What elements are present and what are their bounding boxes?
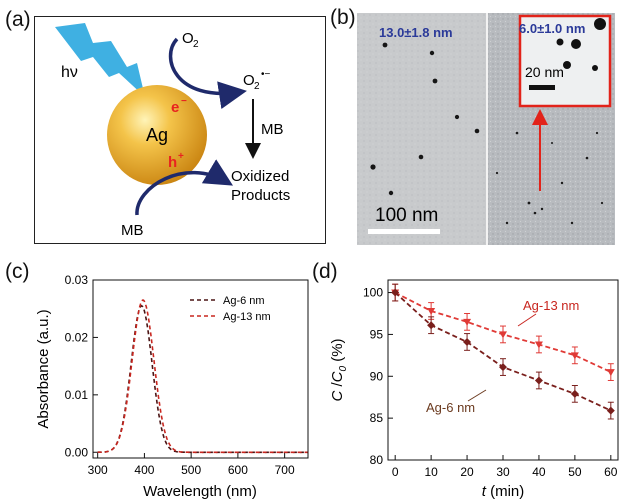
mechanism-svg: hν Ag e − h + O 2 O 2 •− MB Oxidized Pro… <box>55 23 290 239</box>
x-tick-label-20: 20 <box>460 465 474 479</box>
point-ag-13-50 <box>570 352 579 360</box>
reduction-arrow <box>168 37 247 110</box>
absorbance-xlabel: Wavelength (nm) <box>143 483 257 500</box>
absorbance-chart: 300 400 500 600 700 0.00 0.01 0.02 0.03 Ag-6 nm … <box>35 273 309 500</box>
degradation-series <box>391 283 615 420</box>
tem-svg: 13.0±1.8 nm 6.0±1.0 nm 20 nm 100 nm <box>357 13 615 245</box>
degradation-ticks: 0 10 20 30 40 50 60 80 85 90 95 100 <box>363 286 618 479</box>
spectrum-line-ag-6 <box>97 304 308 454</box>
x-tick-label-0: 0 <box>392 465 399 479</box>
tem-images: 13.0±1.8 nm 6.0±1.0 nm 20 nm 100 nm <box>357 13 615 245</box>
series-label-ag-13: Ag-13 nm <box>523 298 579 313</box>
size-label-6nm: 6.0±1.0 nm <box>519 21 585 36</box>
absorbance-ticks: 300 400 500 600 700 0.00 0.01 0.02 0.03 <box>65 273 295 477</box>
hole-label: h <box>168 154 177 171</box>
particles-6nm <box>495 131 604 225</box>
ag-nanoparticle <box>107 85 207 185</box>
size-label-13nm: 13.0±1.8 nm <box>379 25 453 40</box>
mb-bottom-label: MB <box>121 222 144 239</box>
products-line-2: Products <box>231 187 290 204</box>
y-tick-label-100: 100 <box>363 286 383 300</box>
electron-label: e <box>171 99 179 116</box>
panel-label-c: (c) <box>5 260 30 283</box>
y-tick-label-1: 0.01 <box>65 388 89 402</box>
y-tick-label-0: 0.00 <box>65 445 89 459</box>
x-tick-label-300: 300 <box>88 463 108 477</box>
point-ag-6-30 <box>499 363 507 372</box>
electron-charge: − <box>181 96 187 107</box>
y-tick-label-95: 95 <box>370 327 384 341</box>
light-label: hν <box>61 64 78 81</box>
x-tick-label-500: 500 <box>181 463 201 477</box>
legend-label-ag-6: Ag-6 nm <box>223 295 265 307</box>
point-ag-13-40 <box>534 341 543 349</box>
y-tick-label-90: 90 <box>370 369 384 383</box>
x-tick-label-10: 10 <box>424 465 438 479</box>
panel-label-d: (d) <box>312 260 338 283</box>
particles-13nm <box>370 42 480 196</box>
point-ag-6-40 <box>534 376 543 385</box>
y-tick-label-85: 85 <box>370 411 384 425</box>
degradation-chart: 0 10 20 30 40 50 60 80 85 90 95 100 Ag-13 nm Ag-6 n… <box>329 279 619 500</box>
series-pointer-ag-13 <box>517 313 537 327</box>
degradation-ylabel: C /C0 (%) <box>329 338 349 401</box>
absorbance-legend: Ag-6 nm Ag-13 nm <box>190 295 271 323</box>
products-line-1: Oxidized <box>231 168 289 185</box>
hole-charge: + <box>178 151 184 162</box>
panel-label-a: (a) <box>5 8 31 31</box>
y-tick-label-3: 0.03 <box>65 273 89 287</box>
light-bolt-icon <box>55 23 145 97</box>
superoxide-subscript: 2 <box>254 81 260 92</box>
oxidation-arrow <box>135 159 234 216</box>
inset-particles <box>556 18 606 71</box>
point-ag-13-60 <box>606 369 615 377</box>
point-ag-6-0 <box>391 288 400 297</box>
spectrum-line-ag-13 <box>97 299 308 454</box>
legend-label-ag-13: Ag-13 nm <box>223 311 271 323</box>
point-ag-13-30 <box>499 331 507 339</box>
x-tick-label-60: 60 <box>604 465 618 479</box>
y-tick-label-80: 80 <box>370 453 384 467</box>
panel-label-b: (b) <box>330 6 356 29</box>
point-ag-6-20 <box>463 337 472 346</box>
x-tick-label-50: 50 <box>568 465 582 479</box>
point-ag-6-10 <box>427 321 436 330</box>
tem-divider <box>486 13 488 245</box>
o2-label: O <box>182 30 194 47</box>
mechanism-schematic: hν Ag e − h + O 2 O 2 •− MB Oxidized Pro… <box>34 16 326 244</box>
x-tick-label-30: 30 <box>496 465 510 479</box>
degradation-axes-frame <box>387 279 619 461</box>
absorbance-lines <box>97 299 308 454</box>
scale-bar-label: 100 nm <box>375 205 438 226</box>
y-tick-label-2: 0.02 <box>65 330 89 344</box>
particle-label: Ag <box>146 125 168 145</box>
point-ag-6-60 <box>606 406 615 415</box>
point-ag-6-50 <box>570 389 579 398</box>
absorbance-ylabel: Absorbance (a.u.) <box>35 309 52 428</box>
mb-arrow-label: MB <box>261 121 284 138</box>
x-tick-label-400: 400 <box>134 463 154 477</box>
inset-scale-label: 20 nm <box>525 64 564 80</box>
o2-subscript: 2 <box>193 39 199 50</box>
superoxide-label: O <box>243 72 255 89</box>
degradation-xlabel: t (min) <box>482 483 525 500</box>
point-ag-13-10 <box>427 307 436 315</box>
series-label-ag-6: Ag-6 nm <box>426 400 475 415</box>
series-pointer-ag-6 <box>467 389 487 402</box>
inset-scale-bar <box>529 85 555 90</box>
x-tick-label-600: 600 <box>228 463 248 477</box>
x-tick-label-40: 40 <box>532 465 546 479</box>
zoom-inset <box>518 14 612 108</box>
absorbance-axes-frame <box>92 279 309 459</box>
x-tick-label-700: 700 <box>275 463 295 477</box>
superoxide-superscript: •− <box>261 69 271 80</box>
tem-left-image <box>357 13 486 245</box>
point-ag-13-20 <box>463 318 472 326</box>
scale-bar <box>368 229 440 234</box>
